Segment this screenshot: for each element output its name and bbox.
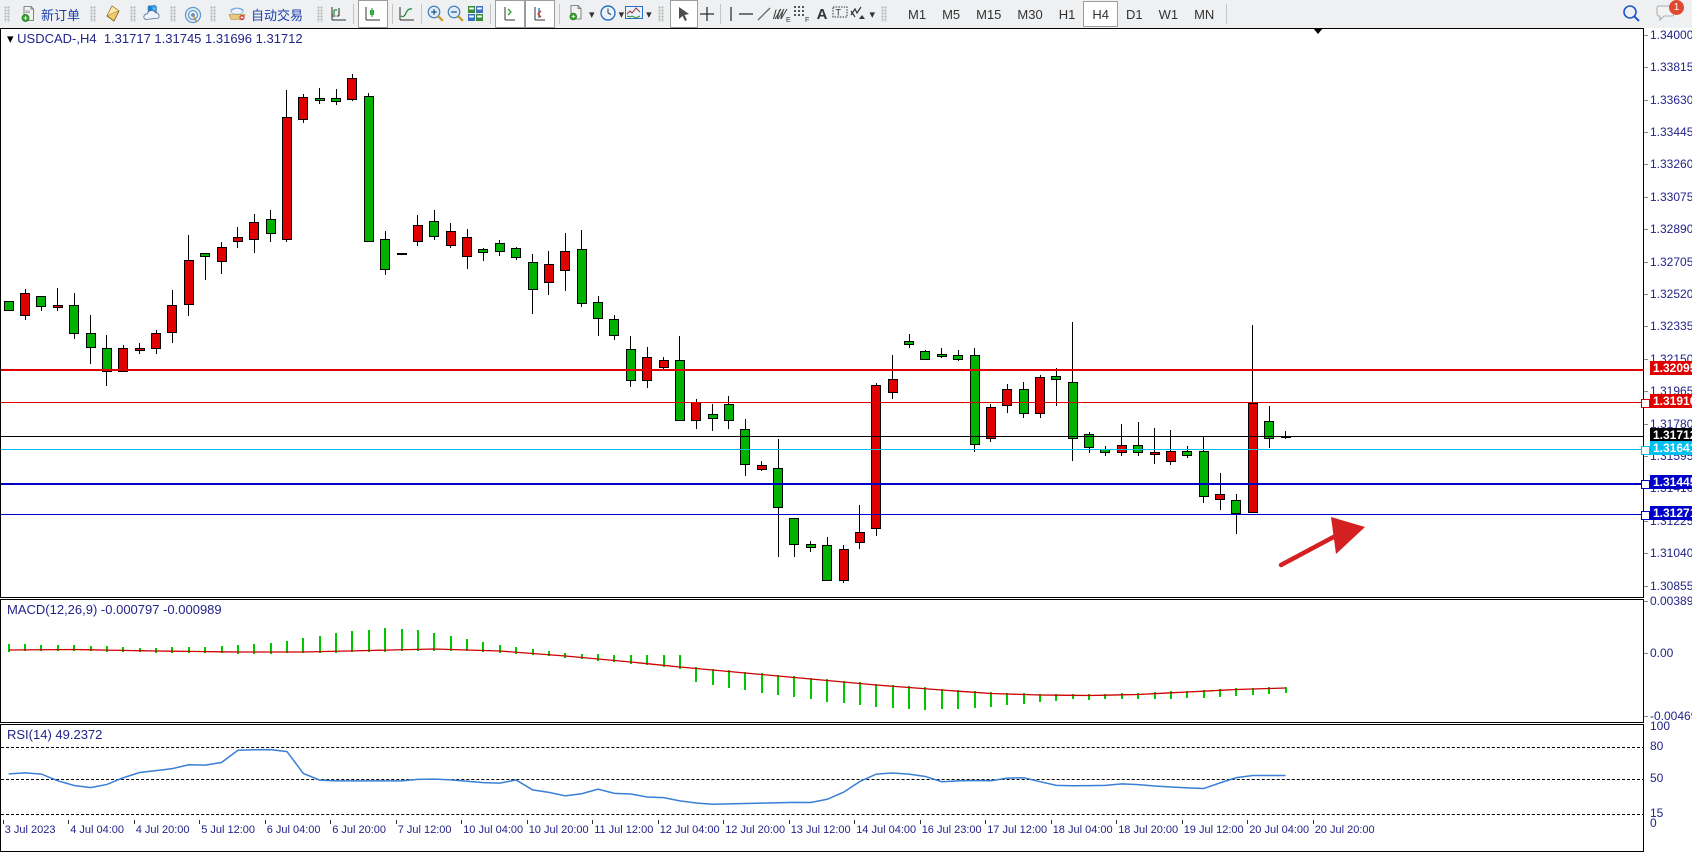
svg-text:E: E	[786, 17, 791, 23]
svg-text:///: ///	[773, 7, 784, 22]
svg-text:T: T	[836, 8, 842, 18]
svg-text:F: F	[805, 17, 809, 23]
